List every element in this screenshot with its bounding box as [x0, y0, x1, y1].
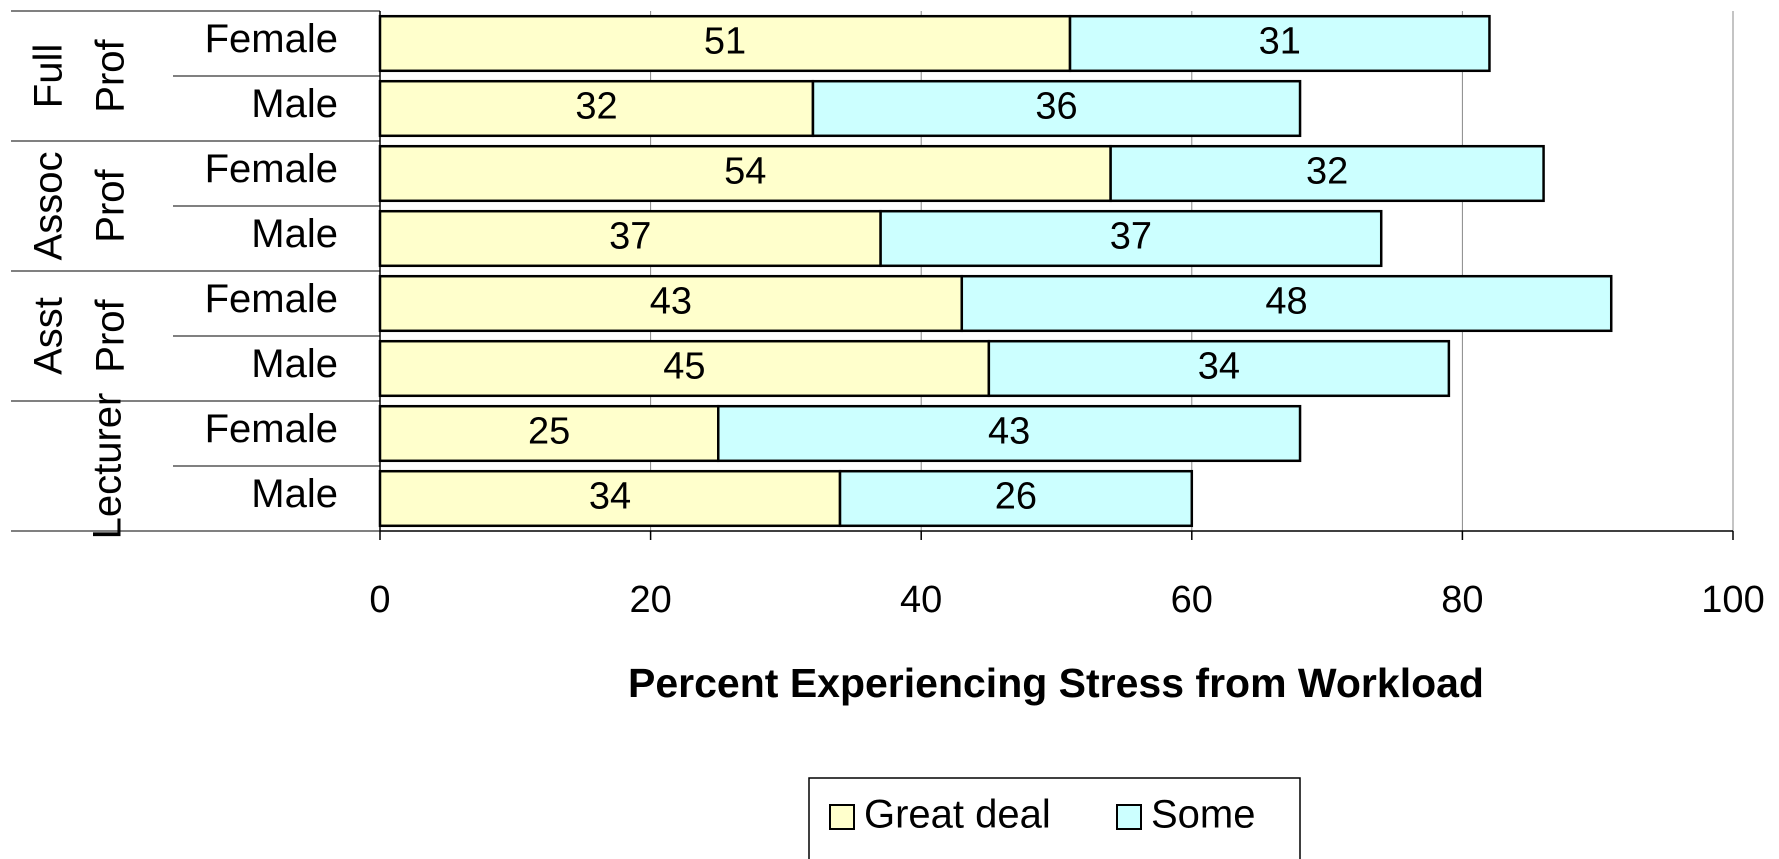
- group-label: Full: [27, 44, 71, 108]
- y-tick-label: Female: [205, 407, 338, 451]
- group-label: Assoc: [27, 152, 71, 261]
- bar-segment: [378, 469, 842, 528]
- bar-segment: [987, 339, 1451, 398]
- y-tick-label: Male: [251, 212, 338, 256]
- value-label: 37: [1110, 216, 1152, 258]
- x-tick-label: 80: [1441, 579, 1483, 621]
- group-label: Prof: [89, 168, 133, 242]
- bar-segment: [378, 404, 720, 463]
- bar-segment: [960, 274, 1613, 333]
- bar-segment: [838, 469, 1194, 528]
- bar-segment: [1109, 144, 1545, 203]
- y-tick-label: Male: [251, 82, 338, 126]
- value-label: 26: [995, 476, 1037, 518]
- x-tick-label: 20: [629, 579, 671, 621]
- value-label: 32: [1306, 151, 1348, 193]
- x-tick-label: 0: [369, 579, 390, 621]
- value-label: 34: [589, 476, 631, 518]
- group-label: Lecturer: [86, 393, 130, 540]
- y-tick-label: Female: [205, 147, 338, 191]
- bar-segment: [811, 79, 1302, 138]
- group-label: Asst: [27, 297, 71, 375]
- value-label: 43: [650, 281, 692, 323]
- x-tick-label: 40: [900, 579, 942, 621]
- bar-segment: [378, 274, 964, 333]
- bar-segment: [879, 209, 1383, 268]
- y-tick-label: Male: [251, 472, 338, 516]
- value-label: 51: [704, 21, 746, 63]
- value-label: 45: [663, 346, 705, 388]
- bar-segment: [717, 404, 1302, 463]
- value-label: 34: [1198, 346, 1240, 388]
- x-axis-label: Percent Experiencing Stress from Workloa…: [628, 660, 1484, 706]
- value-label: 48: [1265, 281, 1307, 323]
- legend-label: Great deal: [864, 793, 1051, 837]
- bar-segment: [378, 144, 1112, 203]
- y-tick-label: Female: [205, 17, 338, 61]
- x-tick-label: 100: [1701, 579, 1764, 621]
- y-tick-label: Female: [205, 277, 338, 321]
- x-tick-label: 60: [1171, 579, 1213, 621]
- value-label: 37: [609, 216, 651, 258]
- bar-segment: [1068, 14, 1491, 73]
- group-label: Prof: [89, 38, 133, 112]
- value-label: 25: [528, 411, 570, 453]
- legend-label: Some: [1151, 793, 1256, 837]
- value-label: 36: [1035, 86, 1077, 128]
- value-label: 31: [1259, 21, 1301, 63]
- value-label: 43: [988, 411, 1030, 453]
- group-label: Prof: [89, 298, 133, 372]
- legend: [808, 777, 1301, 859]
- legend-swatch: [1116, 804, 1142, 830]
- legend-swatch: [829, 804, 855, 830]
- value-label: 32: [575, 86, 617, 128]
- value-label: 54: [724, 151, 766, 193]
- y-tick-label: Male: [251, 342, 338, 386]
